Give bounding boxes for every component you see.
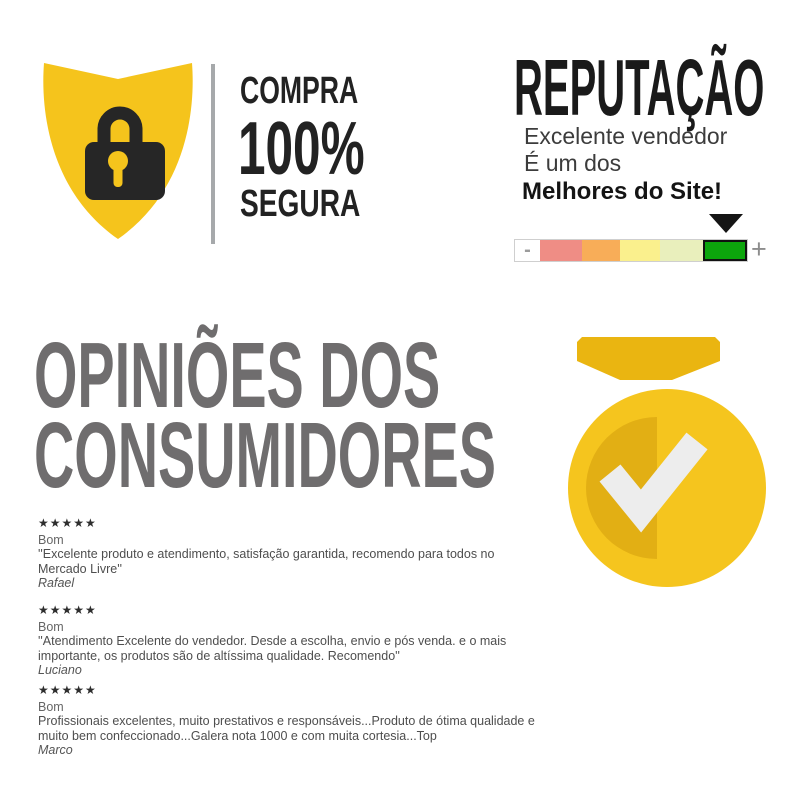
review-text: Profissionais excelentes, muito prestati… (38, 714, 535, 743)
review-text: ''Atendimento Excelente do vendedor. Des… (38, 634, 507, 663)
check-icon (599, 432, 708, 533)
reputation-title: REPUTAÇÃO (514, 43, 765, 132)
reputation-pointer-icon (709, 214, 743, 233)
star-rating: ★★★★★ (38, 683, 97, 697)
secure-badge-line3: SEGURA (240, 183, 361, 225)
medal-ribbon (577, 337, 720, 380)
scale-segment-green (703, 240, 747, 261)
reputation-subtitle-1: Excelente vendedor (524, 123, 728, 149)
gold-medal-check-icon (568, 337, 766, 587)
shield-lock-icon (43, 63, 193, 239)
keyhole-stem (113, 163, 123, 187)
rating-label: Bom (38, 700, 64, 714)
review-item: ★★★★★ Bom Profissionais excelentes, muit… (38, 683, 546, 757)
review-item: ★★★★★ Bom ''Atendimento Excelente do ven… (38, 603, 546, 677)
lock-body (85, 142, 165, 200)
review-author: Luciano (38, 663, 82, 677)
review-text: ''Excelente produto e atendimento, satis… (38, 547, 495, 576)
secure-badge-line1: COMPRA (240, 70, 359, 112)
rating-label: Bom (38, 533, 64, 547)
review-author: Marco (38, 743, 73, 757)
opinions-title-line2: CONSUMIDORES (34, 403, 496, 507)
scale-segment-orange (582, 240, 620, 261)
scale-segment-red (540, 240, 582, 261)
review-item: ★★★★★ Bom ''Excelente produto e atendime… (38, 516, 546, 590)
vertical-divider (211, 64, 215, 244)
scale-segment-yellow (620, 240, 660, 261)
opinions-title-line1: OPINIÕES DOS (34, 323, 441, 427)
secure-badge-line2: 100% (238, 106, 365, 190)
lock-shackle (97, 106, 143, 154)
star-rating: ★★★★★ (38, 516, 97, 530)
keyhole (108, 151, 128, 171)
scale-segment-light-green (660, 240, 703, 261)
scale-segment-empty: - (515, 240, 540, 261)
reputation-subtitle-2: É um dos (524, 150, 622, 176)
review-author: Rafael (38, 576, 75, 590)
reputation-subtitle-3: Melhores do Site! (522, 178, 723, 205)
reputation-scale: - (514, 239, 748, 262)
star-rating: ★★★★★ (38, 603, 97, 617)
plus-label: + (751, 234, 767, 264)
rating-label: Bom (38, 620, 64, 634)
minus-label: - (524, 239, 531, 261)
